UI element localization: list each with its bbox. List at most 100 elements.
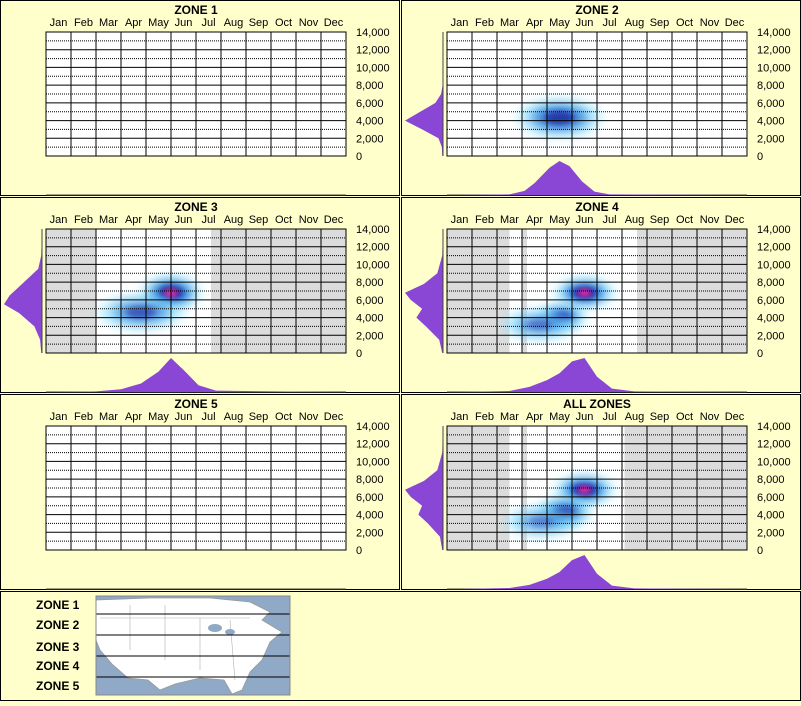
elevation-tick-label: 6,000 (356, 295, 384, 307)
month-label: Oct (676, 17, 693, 29)
elevation-tick-label: 4,000 (356, 116, 384, 128)
month-label: Mar (500, 214, 519, 226)
elevation-density (405, 426, 443, 550)
elevation-tick-label: 12,000 (356, 439, 390, 451)
month-label: Jan (451, 214, 469, 226)
zone-label: ZONE 1 (36, 598, 80, 612)
elevation-tick-label: 6,000 (757, 295, 785, 307)
hotspot-core (125, 306, 157, 319)
map-frame (95, 595, 291, 696)
elevation-tick-label: 6,000 (757, 492, 785, 504)
month-label: Aug (625, 17, 645, 29)
month-label: Sep (249, 214, 269, 226)
hotspot-peak (577, 486, 592, 494)
month-label: Nov (299, 17, 319, 29)
elevation-tick-label: 12,000 (356, 242, 390, 254)
month-label: Dec (725, 17, 745, 29)
elevation-tick-label: 0 (757, 348, 763, 360)
month-label: Jan (50, 17, 68, 29)
month-label: Dec (324, 411, 344, 423)
month-label: Feb (74, 17, 93, 29)
elevation-tick-label: 0 (356, 545, 362, 557)
plot-frame (45, 425, 347, 551)
month-label: Mar (99, 411, 118, 423)
elevation-density (4, 229, 42, 353)
month-label: Dec (725, 411, 745, 423)
month-density (58, 358, 334, 392)
panel-all-zones: ALL ZONES Jan Feb Mar Apr May Jun Jul Aug Sep Oct N… (401, 394, 801, 590)
month-label: Oct (676, 214, 693, 226)
zone-label: ZONE 2 (36, 618, 80, 632)
month-density (459, 555, 735, 589)
elevation-tick-label: 2,000 (356, 133, 384, 145)
month-label: Jun (175, 214, 193, 226)
elevation-tick-label: 0 (757, 545, 763, 557)
elevation-tick-label: 8,000 (757, 474, 785, 486)
month-label: Oct (275, 411, 292, 423)
month-label: Apr (526, 411, 543, 423)
month-label: Jun (576, 214, 594, 226)
month-label: Sep (650, 411, 670, 423)
zone-label: ZONE 4 (36, 659, 80, 673)
month-label: Feb (74, 214, 93, 226)
month-label: Feb (475, 214, 494, 226)
elevation-tick-label: 10,000 (757, 456, 791, 468)
month-label: Aug (224, 214, 244, 226)
month-label: Jun (175, 411, 193, 423)
map-land (95, 597, 283, 695)
month-label: Jan (50, 411, 68, 423)
shaded-range (447, 426, 510, 550)
month-label: Feb (74, 411, 93, 423)
panel-title: ZONE 3 (174, 200, 218, 214)
map-lake (225, 629, 235, 635)
plot-frame (45, 228, 347, 354)
map-borders (100, 605, 250, 681)
month-label: Mar (500, 411, 519, 423)
elevation-tick-label: 0 (356, 151, 362, 163)
month-label: Nov (700, 17, 720, 29)
month-label: Dec (725, 214, 745, 226)
elevation-tick-label: 8,000 (757, 80, 785, 92)
month-label: May (549, 214, 570, 226)
elevation-tick-label: 4,000 (356, 510, 384, 522)
month-label: Jul (602, 411, 616, 423)
elevation-tick-label: 10,000 (757, 259, 791, 271)
zone-label: ZONE 3 (36, 640, 80, 654)
month-label: Sep (249, 17, 269, 29)
heat-layer (517, 98, 602, 138)
month-label: Apr (526, 17, 543, 29)
hotspot-core (544, 110, 575, 125)
map-image (95, 595, 291, 696)
panel-zone-3: ZONE 3 Jan Feb Mar Apr May Jun Jul Aug Sep Oct Nov D… (0, 197, 400, 393)
month-label: Oct (275, 214, 292, 226)
elevation-tick-label: 4,000 (757, 116, 785, 128)
month-label: Apr (125, 411, 142, 423)
elevation-tick-label: 6,000 (356, 98, 384, 110)
month-label: Aug (625, 214, 645, 226)
elevation-density (405, 32, 443, 156)
month-label: Jan (451, 17, 469, 29)
month-label: Dec (324, 17, 344, 29)
month-label: May (148, 411, 169, 423)
elevation-tick-label: 14,000 (757, 27, 791, 39)
hotspot-core (526, 319, 553, 331)
month-density (459, 358, 735, 392)
month-label: Dec (324, 214, 344, 226)
zone-label: ZONE 5 (36, 679, 80, 693)
elevation-tick-label: 14,000 (356, 224, 390, 236)
elevation-tick-label: 8,000 (356, 474, 384, 486)
month-label: May (549, 17, 570, 29)
elevation-tick-label: 14,000 (757, 421, 791, 433)
elevation-tick-label: 0 (757, 151, 763, 163)
elevation-tick-label: 12,000 (757, 45, 791, 57)
shaded-range (447, 229, 510, 353)
month-label: May (148, 17, 169, 29)
elevation-tick-label: 8,000 (356, 80, 384, 92)
month-label: Nov (299, 214, 319, 226)
month-label: Sep (249, 411, 269, 423)
panel-title: ZONE 4 (575, 200, 619, 214)
elevation-tick-label: 8,000 (757, 277, 785, 289)
month-label: Apr (125, 17, 142, 29)
elevation-tick-label: 14,000 (356, 421, 390, 433)
month-label: Jun (576, 411, 594, 423)
